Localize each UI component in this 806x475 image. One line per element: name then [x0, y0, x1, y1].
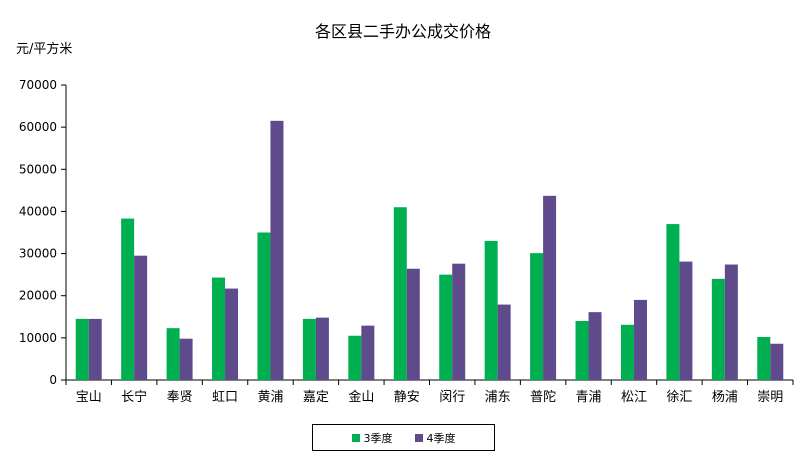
bar-series-1-宝山: [75, 318, 89, 380]
y-tick-label: 30000: [19, 247, 57, 261]
y-tick-label: 60000: [19, 120, 57, 134]
bar-series-1-崇明: [757, 337, 771, 380]
bar-series-1-松江: [620, 324, 634, 380]
y-tick-label: 20000: [19, 289, 57, 303]
bar-series-2-闵行: [452, 263, 466, 380]
bar-series-1-金山: [348, 335, 362, 380]
bar-series-2-杨浦: [724, 264, 738, 380]
legend-swatch-series-1: [351, 433, 360, 442]
bar-series-1-虹口: [212, 277, 226, 380]
bar-series-2-长宁: [134, 255, 148, 380]
bar-series-1-青浦: [575, 321, 589, 380]
y-tick-label: 40000: [19, 204, 57, 218]
x-tick-label: 金山: [348, 389, 374, 405]
x-tick-label: 普陀: [530, 389, 556, 405]
bar-series-1-闵行: [439, 274, 453, 380]
bar-series-2-虹口: [225, 288, 239, 380]
x-tick-label: 闵行: [439, 390, 465, 405]
chart-title: 各区县二手办公成交价格: [314, 22, 491, 41]
bar-series-1-嘉定: [302, 318, 316, 380]
x-tick-label: 杨浦: [712, 390, 738, 405]
bar-series-1-浦东: [484, 240, 498, 380]
bar-series-1-黄浦: [257, 232, 271, 380]
x-tick-label: 静安: [394, 390, 420, 405]
x-tick-label: 嘉定: [303, 390, 329, 405]
x-tick-label: 青浦: [576, 390, 602, 405]
bar-series-2-金山: [361, 325, 375, 380]
y-tick-label: 70000: [19, 78, 57, 92]
x-tick-label: 浦东: [485, 390, 511, 405]
bar-series-2-青浦: [588, 312, 602, 380]
y-tick-label: 0: [49, 373, 57, 387]
bar-series-1-静安: [393, 207, 407, 380]
y-axis-unit-label: 元/平方米: [16, 42, 73, 57]
bar-series-2-崇明: [770, 343, 784, 380]
x-tick-label: 虹口: [212, 390, 238, 405]
bar-series-2-普陀: [543, 195, 557, 380]
x-tick-label: 奉贤: [167, 390, 193, 405]
bar-series-2-浦东: [497, 304, 511, 380]
bar-series-2-徐汇: [679, 261, 693, 380]
bar-series-2-宝山: [88, 318, 102, 380]
bar-series-1-奉贤: [166, 328, 180, 380]
bar-series-1-徐汇: [666, 224, 680, 380]
x-tick-label: 徐汇: [666, 390, 692, 405]
legend-label-series-1: 3季度: [363, 431, 393, 445]
legend-item-series-1: 3季度: [351, 430, 393, 446]
legend-label-series-2: 4季度: [426, 431, 456, 445]
x-tick-label: 崇明: [757, 390, 783, 405]
bar-series-1-普陀: [530, 253, 544, 380]
x-tick-label: 长宁: [121, 389, 147, 405]
legend-item-series-2: 4季度: [414, 430, 456, 446]
bar-series-2-奉贤: [179, 338, 193, 380]
y-tick-label: 10000: [19, 331, 57, 345]
bar-series-2-静安: [406, 268, 420, 380]
legend-swatch-series-2: [414, 433, 423, 442]
x-tick-label: 宝山: [76, 390, 102, 405]
bar-series-2-黄浦: [270, 120, 284, 381]
x-tick-label: 松江: [621, 390, 647, 405]
bar-series-1-长宁: [121, 218, 135, 380]
bar-series-2-嘉定: [315, 317, 329, 380]
x-tick-label: 黄浦: [257, 390, 283, 405]
y-tick-label: 50000: [19, 162, 57, 176]
legend: 3季度 4季度: [312, 424, 495, 451]
bar-series-1-杨浦: [711, 278, 725, 380]
bar-series-2-松江: [633, 299, 647, 380]
